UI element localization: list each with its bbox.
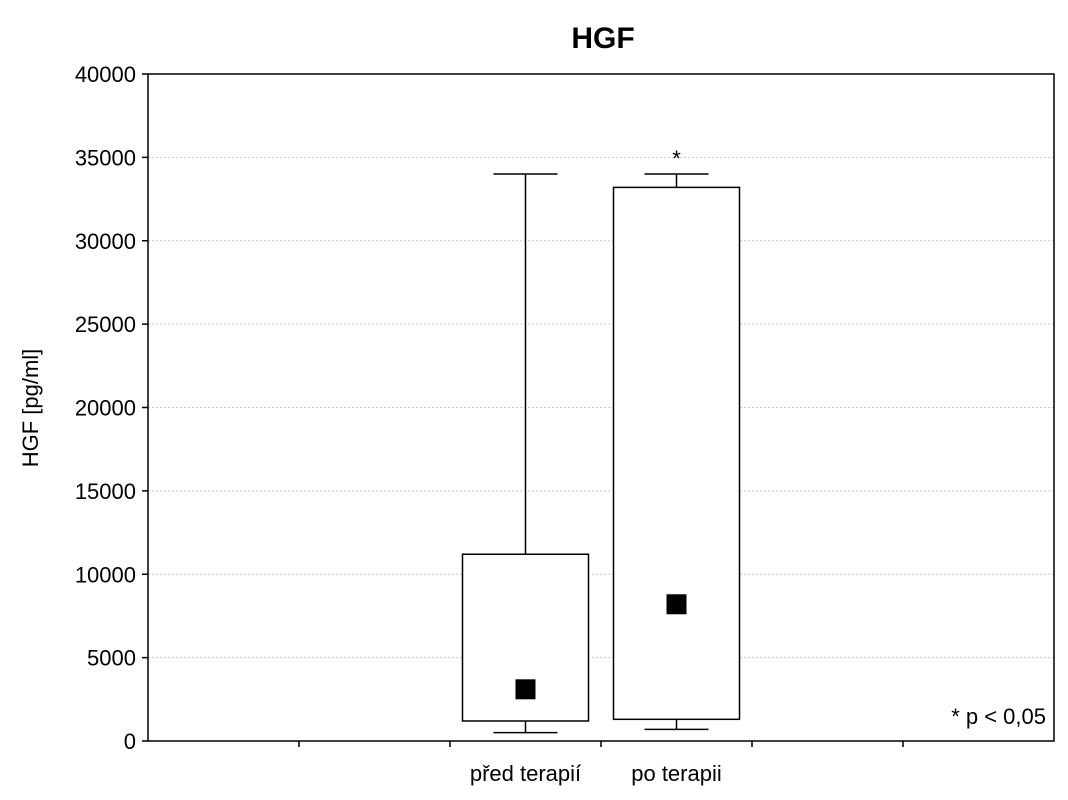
- category-label-0: před terapií: [470, 761, 581, 786]
- significance-note: * p < 0,05: [951, 704, 1046, 729]
- y-tick-label-4: 20000: [75, 396, 136, 421]
- median-marker-0: [515, 679, 536, 700]
- box-1: [612, 186, 741, 721]
- y-tick-label-8: 40000: [75, 62, 136, 87]
- chart-title: HGF: [571, 22, 634, 55]
- median-marker-1: [666, 594, 687, 615]
- y-tick-label-3: 15000: [75, 479, 136, 504]
- category-label-1: po terapii: [631, 761, 722, 786]
- plot-frame: [147, 73, 1055, 742]
- y-tick-label-5: 25000: [75, 312, 136, 337]
- y-tick-label-7: 35000: [75, 145, 136, 170]
- box-series: před terapií * po terapii: [461, 146, 741, 786]
- box-group-1: * po terapii: [612, 146, 741, 786]
- y-axis-label: HGF [pg/ml]: [18, 349, 43, 468]
- y-tick-label-6: 30000: [75, 229, 136, 254]
- y-tick-label-1: 5000: [87, 646, 136, 671]
- significance-marker-1: *: [672, 146, 681, 171]
- y-tick-label-2: 10000: [75, 562, 136, 587]
- y-axis-ticks: 0 5000 10000 15000 20000 25000 30000 35000 40000: [75, 62, 904, 754]
- grid-lines: [148, 156, 1054, 659]
- box-group-0: před terapií: [461, 173, 590, 786]
- y-tick-label-0: 0: [124, 729, 136, 754]
